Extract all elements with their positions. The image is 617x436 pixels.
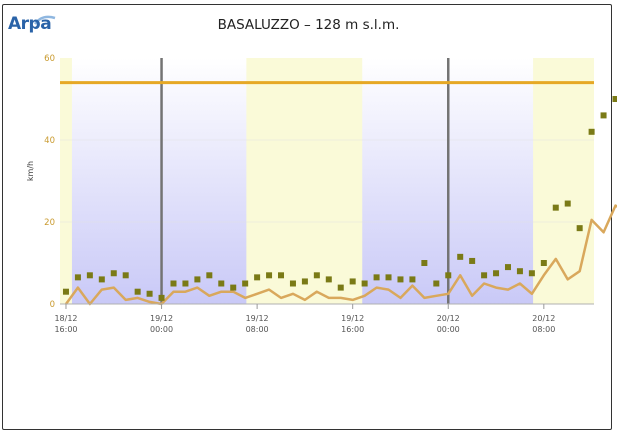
y-tick-label: 60 bbox=[44, 54, 55, 64]
data-marker bbox=[564, 200, 571, 207]
arpa-logo: Arpa bbox=[8, 14, 56, 38]
data-marker bbox=[576, 225, 583, 232]
x-tick-label-time: 00:00 bbox=[150, 325, 173, 334]
data-marker bbox=[74, 274, 81, 281]
data-marker bbox=[206, 272, 213, 279]
data-marker bbox=[134, 288, 141, 295]
logo-text: Arpa bbox=[8, 14, 52, 34]
data-marker bbox=[254, 274, 261, 281]
data-marker bbox=[194, 276, 201, 283]
data-marker bbox=[504, 264, 511, 271]
data-marker bbox=[313, 272, 320, 279]
data-marker bbox=[445, 272, 452, 279]
x-tick-label-time: 16:00 bbox=[341, 325, 364, 334]
x-tick-label-time: 16:00 bbox=[54, 325, 77, 334]
chart-title: BASALUZZO – 128 m s.l.m. bbox=[217, 17, 400, 33]
y-axis-label: km/h bbox=[26, 161, 35, 181]
x-tick-label-time: 08:00 bbox=[246, 325, 269, 334]
y-tick-label: 20 bbox=[44, 218, 55, 228]
data-marker bbox=[182, 280, 189, 287]
data-marker bbox=[433, 280, 440, 287]
data-marker bbox=[612, 96, 617, 102]
data-marker bbox=[385, 274, 392, 281]
night-band bbox=[71, 58, 247, 304]
x-tick-label-date: 19/12 bbox=[150, 314, 173, 323]
x-tick-label-time: 08:00 bbox=[532, 325, 555, 334]
data-marker bbox=[325, 276, 332, 283]
data-marker bbox=[98, 276, 105, 283]
data-marker bbox=[457, 253, 464, 260]
data-marker bbox=[110, 270, 117, 277]
data-marker bbox=[62, 288, 69, 295]
data-marker bbox=[397, 276, 404, 283]
logo-swoosh-icon bbox=[34, 15, 56, 25]
data-marker bbox=[230, 284, 237, 291]
x-tick-label-date: 19/12 bbox=[341, 314, 364, 323]
x-tick-label-time: 00:00 bbox=[437, 325, 460, 334]
data-marker bbox=[373, 274, 380, 281]
data-marker bbox=[361, 280, 368, 287]
data-marker bbox=[469, 257, 476, 264]
data-marker bbox=[289, 280, 296, 287]
data-marker bbox=[528, 270, 535, 277]
data-marker bbox=[278, 272, 285, 279]
data-marker bbox=[600, 112, 607, 119]
data-marker bbox=[588, 128, 595, 135]
data-marker bbox=[337, 284, 344, 291]
data-marker bbox=[301, 278, 308, 285]
y-tick-label: 0 bbox=[50, 300, 55, 310]
data-marker bbox=[242, 280, 249, 287]
x-tick-label-date: 20/12 bbox=[437, 314, 460, 323]
data-marker bbox=[421, 260, 428, 266]
x-tick-label-date: 18/12 bbox=[54, 314, 77, 323]
y-tick-label: 40 bbox=[44, 136, 55, 146]
data-marker bbox=[409, 276, 416, 283]
data-marker bbox=[122, 272, 129, 279]
data-marker bbox=[146, 290, 153, 297]
data-marker bbox=[266, 272, 273, 279]
x-tick-label-date: 19/12 bbox=[246, 314, 269, 323]
data-marker bbox=[493, 270, 500, 277]
data-marker bbox=[170, 280, 177, 287]
data-marker bbox=[218, 280, 225, 287]
data-marker bbox=[516, 268, 523, 275]
data-marker bbox=[540, 260, 547, 266]
data-marker bbox=[86, 272, 93, 279]
data-marker bbox=[552, 204, 559, 211]
x-tick-label-date: 20/12 bbox=[532, 314, 555, 323]
data-marker bbox=[481, 272, 488, 279]
data-marker bbox=[158, 294, 165, 301]
data-marker bbox=[349, 278, 356, 285]
